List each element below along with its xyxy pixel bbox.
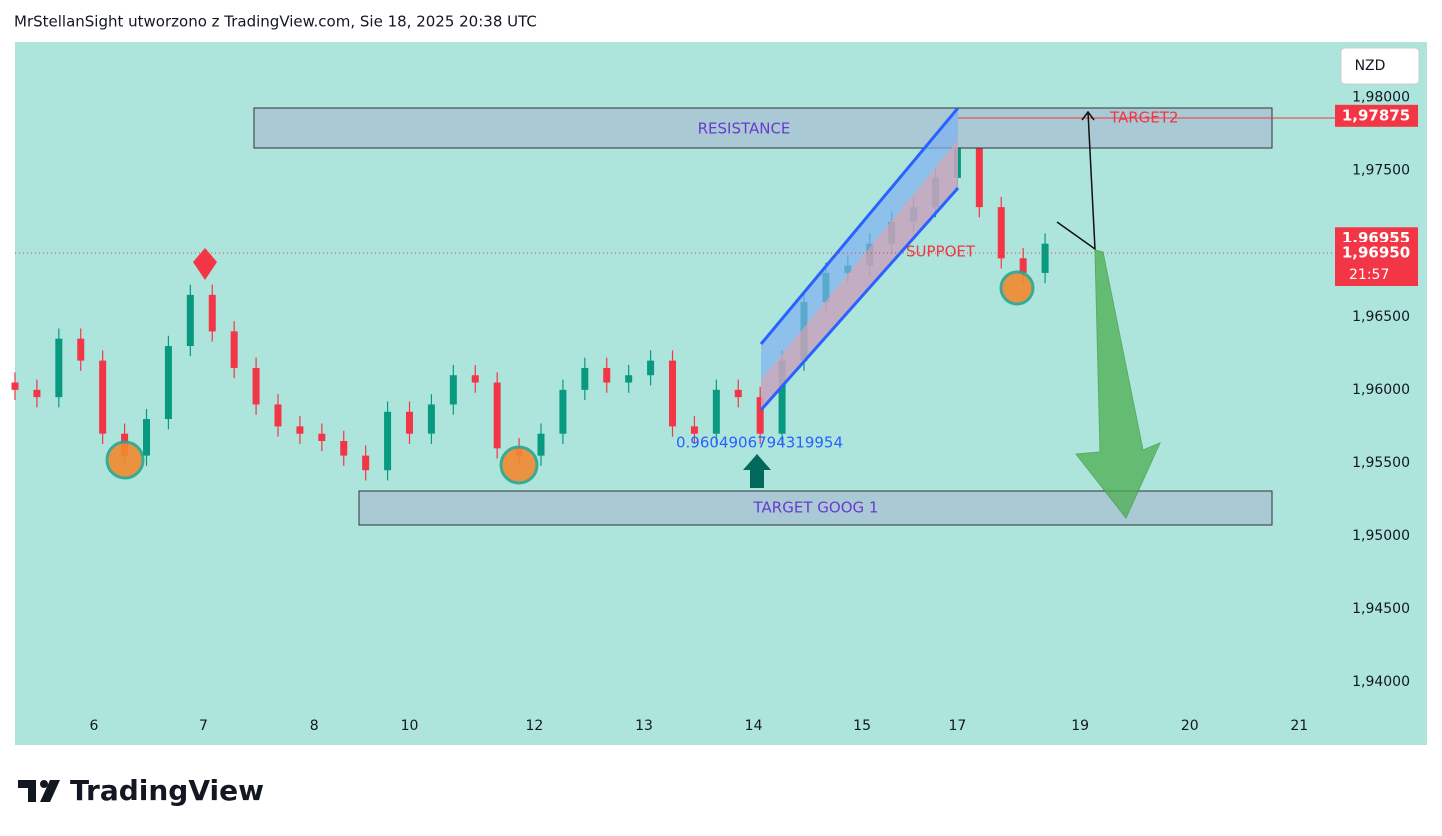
sell-arrow xyxy=(193,248,217,280)
countdown: 21:57 xyxy=(1349,267,1389,283)
header: MrStellanSight utworzono z TradingView.c… xyxy=(14,13,537,31)
x-tick-label: 15 xyxy=(853,718,871,734)
channel-bottom xyxy=(759,187,960,411)
x-tick-label: 10 xyxy=(401,718,419,734)
price-tag xyxy=(1335,104,1418,127)
price-tag-label: 1,96950 xyxy=(1342,244,1410,262)
x-tick-label: 14 xyxy=(745,718,763,734)
swing-low xyxy=(999,270,1035,306)
candle-body xyxy=(230,331,238,368)
currency-box[interactable] xyxy=(1340,47,1420,85)
candle-body xyxy=(756,397,764,434)
candle-body xyxy=(975,126,983,208)
y-tick-label: 1,94500 xyxy=(1352,601,1410,617)
candle-body xyxy=(647,360,655,376)
candle-body xyxy=(340,441,348,456)
x-tick-label: 8 xyxy=(310,718,319,734)
x-tick-label: 13 xyxy=(635,718,653,734)
candle-body xyxy=(362,455,370,471)
resistance-label: RESISTANCE xyxy=(698,120,791,138)
y-tick-label: 1,95000 xyxy=(1352,528,1410,544)
candle-body xyxy=(55,338,63,398)
candle-body xyxy=(997,207,1005,259)
candle-body xyxy=(1041,243,1049,273)
candle-body xyxy=(734,389,742,398)
buy-arrow xyxy=(743,454,771,488)
candle-body xyxy=(77,338,85,361)
x-tick-label: 21 xyxy=(1290,718,1308,734)
fib-label: 0.9604906794319954 xyxy=(676,434,843,452)
countdown-bg xyxy=(1335,264,1418,286)
candle-body xyxy=(778,360,786,434)
x-tick-label: 6 xyxy=(89,718,98,734)
arrow-head xyxy=(1081,110,1095,121)
candle-body xyxy=(296,426,304,434)
candle-body xyxy=(164,346,172,420)
candle-body xyxy=(537,433,545,456)
candle-body xyxy=(186,294,194,346)
candle-body xyxy=(712,389,720,434)
down-arrow xyxy=(1075,249,1161,519)
candle-body xyxy=(1019,258,1027,273)
swing-low xyxy=(105,440,145,480)
candle-body xyxy=(143,419,150,456)
x-tick-label: 12 xyxy=(526,718,544,734)
target1-label: TARGET GOOG 1 xyxy=(753,499,879,517)
candle-body xyxy=(493,382,501,449)
y-tick-label: 1,98000 xyxy=(1352,90,1410,106)
swing-low xyxy=(499,445,539,485)
x-tick-label: 20 xyxy=(1181,718,1199,734)
x-tick-label: 19 xyxy=(1071,718,1089,734)
logo: TradingView xyxy=(18,774,264,807)
y-tick-label: 1,96000 xyxy=(1352,382,1410,398)
candle-body xyxy=(625,375,633,383)
candle-body xyxy=(559,389,567,434)
candle-body xyxy=(427,404,435,434)
y-tick-label: 1,96500 xyxy=(1352,309,1410,325)
price-tag xyxy=(1335,242,1418,264)
candle-body xyxy=(603,367,611,383)
candle-body xyxy=(690,426,698,434)
channel-inner xyxy=(761,140,958,410)
candle-body xyxy=(449,375,457,405)
candle-body xyxy=(99,360,107,434)
candle-body xyxy=(318,433,326,441)
candle-body xyxy=(406,411,413,434)
target2-label: TARGET2 xyxy=(1109,109,1179,127)
candle-body xyxy=(669,360,676,427)
channel-top xyxy=(759,107,960,345)
candle-body xyxy=(11,382,19,390)
candle-body xyxy=(384,411,392,471)
candle-body xyxy=(471,375,479,383)
candle-body xyxy=(581,367,589,390)
y-tick-label: 1,94000 xyxy=(1352,674,1410,690)
support-label: SUPPOET xyxy=(906,243,976,261)
x-tick-label: 7 xyxy=(199,718,208,734)
candle-body xyxy=(252,367,260,405)
candle-body xyxy=(274,404,282,427)
path-arrow xyxy=(1056,111,1096,251)
resistance-zone xyxy=(253,107,1273,149)
candle-body xyxy=(33,389,41,398)
logo-text: TradingView xyxy=(70,774,264,807)
currency: NZD xyxy=(1355,58,1386,74)
x-tick-label: 17 xyxy=(949,718,967,734)
candle-body xyxy=(208,294,216,332)
price-tag-label: 1,97875 xyxy=(1342,106,1410,124)
y-tick-label: 1,97500 xyxy=(1352,163,1410,179)
chart-panel xyxy=(15,42,1427,745)
y-tick-label: 1,95500 xyxy=(1352,455,1410,471)
